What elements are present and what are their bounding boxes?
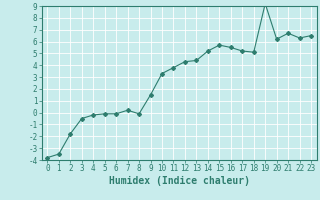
X-axis label: Humidex (Indice chaleur): Humidex (Indice chaleur)	[109, 176, 250, 186]
